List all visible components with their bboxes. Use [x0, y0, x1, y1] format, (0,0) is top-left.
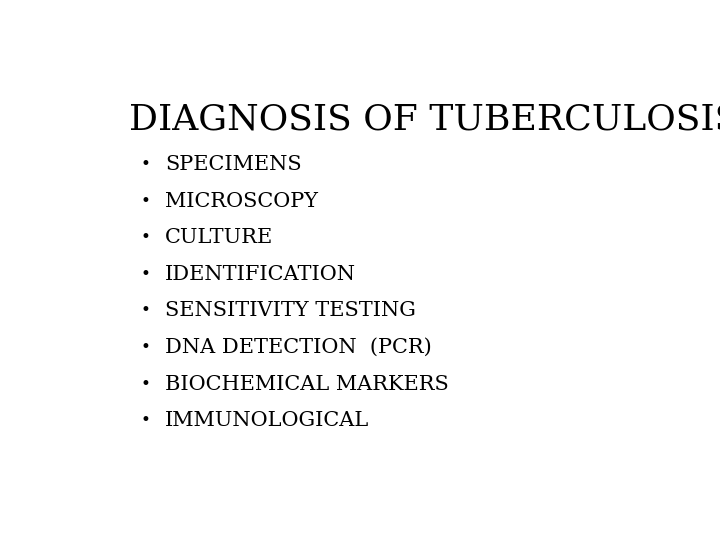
Text: •: • [140, 339, 150, 356]
Text: IDENTIFICATION: IDENTIFICATION [166, 265, 356, 284]
Text: DIAGNOSIS OF TUBERCULOSIS: DIAGNOSIS OF TUBERCULOSIS [129, 102, 720, 136]
Text: SPECIMENS: SPECIMENS [166, 155, 302, 174]
Text: •: • [140, 266, 150, 283]
Text: •: • [140, 302, 150, 320]
Text: •: • [140, 376, 150, 393]
Text: MICROSCOPY: MICROSCOPY [166, 192, 318, 211]
Text: •: • [140, 193, 150, 210]
Text: •: • [140, 412, 150, 429]
Text: DNA DETECTION  (PCR): DNA DETECTION (PCR) [166, 338, 432, 357]
Text: SENSITIVITY TESTING: SENSITIVITY TESTING [166, 301, 416, 320]
Text: CULTURE: CULTURE [166, 228, 274, 247]
Text: BIOCHEMICAL MARKERS: BIOCHEMICAL MARKERS [166, 375, 449, 394]
Text: IMMUNOLOGICAL: IMMUNOLOGICAL [166, 411, 369, 430]
Text: •: • [140, 230, 150, 246]
Text: •: • [140, 156, 150, 173]
